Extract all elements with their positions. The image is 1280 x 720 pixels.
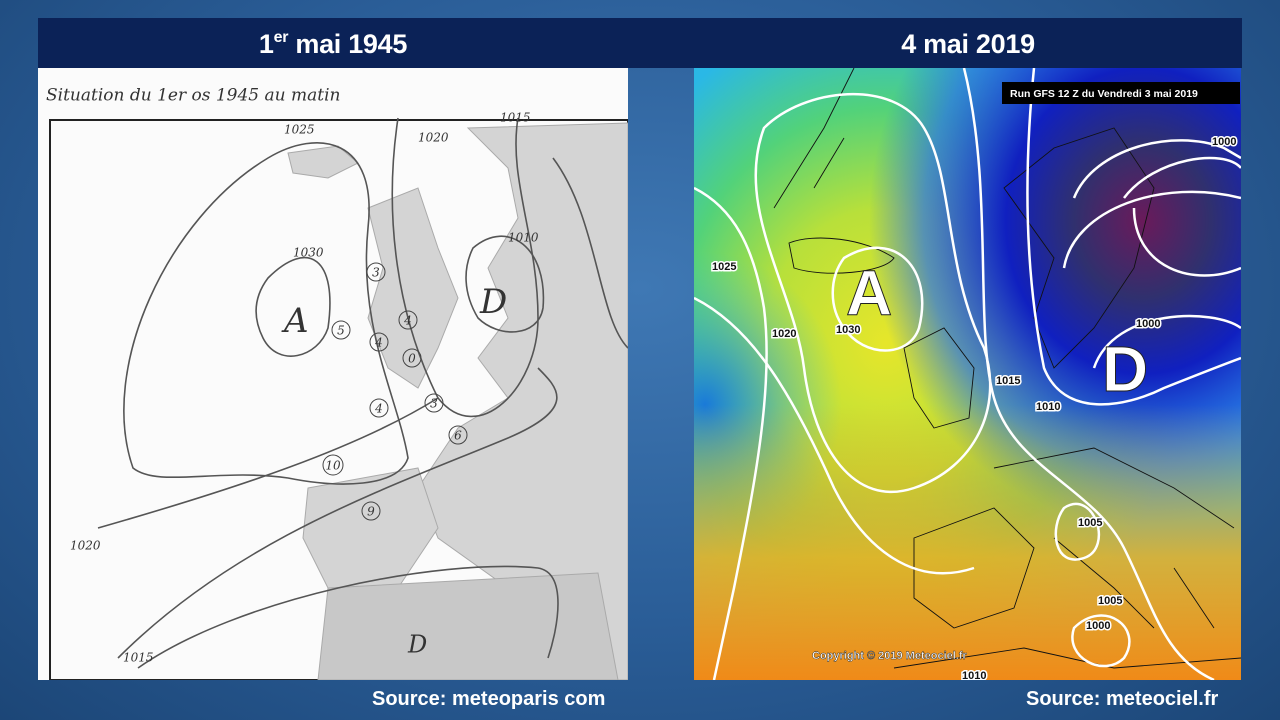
low-center: D [407,631,427,659]
station: 4 [374,402,383,416]
isobar-label: 1030 [293,246,324,260]
high-center: A [281,301,309,341]
left-source: Source: meteoparis com [372,688,606,710]
station: 3 [372,266,380,280]
frame [49,119,628,680]
isobar-label: 1010 [962,670,986,680]
isobars [694,68,1241,680]
station: 10 [325,459,341,473]
note: Situation du 1er os 1945 au matin [46,86,341,106]
pressure-centers: A D D [281,282,507,659]
coastlines [773,68,1241,669]
isobars [97,117,628,669]
high-center: A [846,257,892,329]
station: 3 [430,397,438,411]
run-box [1002,82,1240,104]
stations: 3 5 4 4 0 4 3 6 10 9 [322,262,468,521]
isobar-label: 1020 [70,539,101,553]
isobar-label: 1000 [1086,620,1110,632]
isobar-labels: 1025 1020 1030 1010 1015 1020 1015 [70,111,539,665]
header-bar: 1er mai 1945 4 mai 2019 [38,18,1242,68]
low-center: D [1102,333,1148,405]
low-center: D [479,282,507,322]
isobar-label: 1010 [1036,401,1060,413]
isobar-label: 1020 [772,328,796,340]
title-rest: mai 1945 [295,29,408,59]
map-2019: 1025 1020 1030 1015 1010 1000 1000 1005 … [694,68,1241,680]
isobar-label: 1000 [1136,318,1160,330]
isobar-label: 1005 [1098,595,1122,607]
station: 4 [403,314,412,328]
land [287,122,628,680]
isobar-label: 1020 [418,131,449,145]
station: 6 [454,429,462,443]
isobar-label: 1030 [836,324,860,336]
station: 0 [408,352,416,366]
station: 5 [337,324,345,338]
isobar-label: 1025 [284,123,315,137]
right-source: Source: meteociel.fr [1026,688,1219,710]
pressure-centers: A D [846,256,1149,405]
isobar-label: 1015 [500,111,531,125]
copyright: Copyright © 2019 Meteociel.fr [812,650,968,662]
station: 4 [374,336,383,350]
station: 9 [367,505,375,519]
run-label: Run GFS 12 Z du Vendredi 3 mai 2019 [1010,88,1198,100]
isobar-label: 1015 [996,375,1020,387]
isobar-label: 1025 [712,261,736,273]
isobar-label: 1000 [1212,136,1236,148]
title-day: 1 [258,29,274,59]
isobar-labels: 1025 1020 1030 1015 1010 1000 1000 1005 … [711,134,1238,680]
isobar-label: 1005 [1078,517,1102,529]
isobar-label: 1010 [508,231,539,245]
isobar-label: 1015 [123,651,154,665]
right-title: 4 mai 2019 [901,29,1035,59]
title-sup: er [273,29,289,46]
left-title: 1er mai 1945 [38,18,628,68]
map-1945: Situation du 1er os 1945 au matin 1025 1… [38,68,628,680]
